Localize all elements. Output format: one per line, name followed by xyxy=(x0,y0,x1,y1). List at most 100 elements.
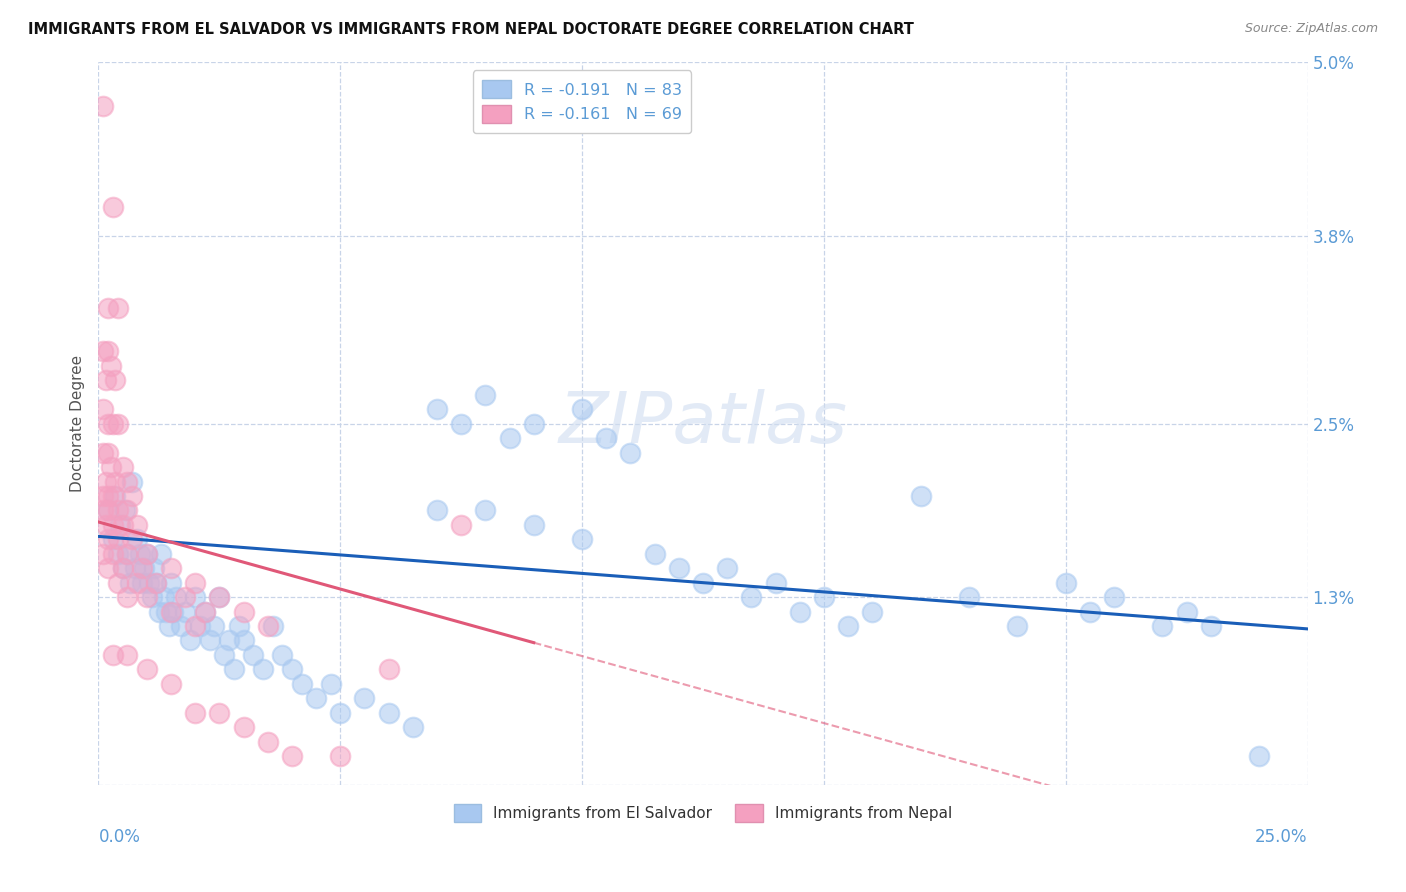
Point xyxy=(111,561,134,575)
Point xyxy=(218,633,240,648)
Point xyxy=(1152,619,1174,633)
Point xyxy=(232,720,254,734)
Point xyxy=(101,648,124,662)
Point xyxy=(97,301,120,315)
Point xyxy=(571,402,593,417)
Point xyxy=(426,503,449,517)
Point xyxy=(118,575,141,590)
Point xyxy=(97,445,120,459)
Point xyxy=(91,99,114,113)
Point xyxy=(329,749,352,764)
Point xyxy=(305,691,328,706)
Point xyxy=(228,619,250,633)
Point xyxy=(256,619,278,633)
Point xyxy=(377,706,399,720)
Point xyxy=(474,503,496,517)
Point xyxy=(128,547,150,561)
Point xyxy=(91,489,114,503)
Y-axis label: Doctorate Degree: Doctorate Degree xyxy=(69,355,84,492)
Point xyxy=(124,561,146,575)
Point xyxy=(97,503,120,517)
Point xyxy=(107,503,129,517)
Point xyxy=(101,417,124,431)
Point xyxy=(692,575,714,590)
Point xyxy=(644,547,666,561)
Point xyxy=(242,648,264,662)
Point xyxy=(208,590,231,604)
Text: ZIPatlas: ZIPatlas xyxy=(558,389,848,458)
Point xyxy=(716,561,738,575)
Point xyxy=(155,605,177,619)
Point xyxy=(121,533,143,547)
Point xyxy=(1102,590,1125,604)
Point xyxy=(152,590,174,604)
Point xyxy=(91,344,114,359)
Point xyxy=(117,475,139,489)
Point xyxy=(150,547,173,561)
Point xyxy=(111,517,134,532)
Point xyxy=(174,605,197,619)
Point xyxy=(450,417,472,431)
Point xyxy=(668,561,690,575)
Point xyxy=(107,301,129,315)
Point xyxy=(232,633,254,648)
Point xyxy=(1054,575,1077,590)
Point xyxy=(117,547,139,561)
Point xyxy=(104,489,127,503)
Point xyxy=(498,431,520,445)
Point xyxy=(1078,605,1101,619)
Point xyxy=(135,662,157,676)
Point xyxy=(232,605,254,619)
Point xyxy=(97,503,120,517)
Point xyxy=(127,575,149,590)
Point xyxy=(281,662,304,676)
Point xyxy=(91,547,114,561)
Point xyxy=(595,431,617,445)
Point xyxy=(329,706,352,720)
Point xyxy=(160,561,183,575)
Point xyxy=(131,561,153,575)
Point xyxy=(104,373,127,387)
Point xyxy=(353,691,375,706)
Text: 25.0%: 25.0% xyxy=(1256,829,1308,847)
Point xyxy=(114,503,136,517)
Point xyxy=(145,575,167,590)
Text: IMMIGRANTS FROM EL SALVADOR VS IMMIGRANTS FROM NEPAL DOCTORATE DEGREE CORRELATIO: IMMIGRANTS FROM EL SALVADOR VS IMMIGRANT… xyxy=(28,22,914,37)
Point xyxy=(101,533,124,547)
Legend: Immigrants from El Salvador, Immigrants from Nepal: Immigrants from El Salvador, Immigrants … xyxy=(447,798,959,828)
Point xyxy=(101,489,124,503)
Point xyxy=(141,590,163,604)
Point xyxy=(426,402,449,417)
Point xyxy=(160,605,183,619)
Point xyxy=(281,749,304,764)
Point xyxy=(523,417,546,431)
Point xyxy=(740,590,762,604)
Point xyxy=(160,677,183,691)
Point xyxy=(474,388,496,402)
Point xyxy=(619,445,641,459)
Point xyxy=(131,575,153,590)
Point xyxy=(108,517,131,532)
Point xyxy=(174,590,197,604)
Point xyxy=(165,590,187,604)
Point xyxy=(107,547,129,561)
Point xyxy=(271,648,294,662)
Point xyxy=(97,417,120,431)
Point xyxy=(1175,605,1198,619)
Point xyxy=(91,503,114,517)
Point xyxy=(184,590,207,604)
Point xyxy=(127,533,149,547)
Point xyxy=(94,517,117,532)
Point xyxy=(100,460,122,475)
Point xyxy=(117,648,139,662)
Point xyxy=(91,445,114,459)
Point xyxy=(107,417,129,431)
Point xyxy=(145,575,167,590)
Point xyxy=(262,619,284,633)
Point xyxy=(1249,749,1271,764)
Point xyxy=(94,373,117,387)
Point xyxy=(117,590,139,604)
Point xyxy=(104,475,127,489)
Point xyxy=(256,734,278,748)
Point xyxy=(179,633,201,648)
